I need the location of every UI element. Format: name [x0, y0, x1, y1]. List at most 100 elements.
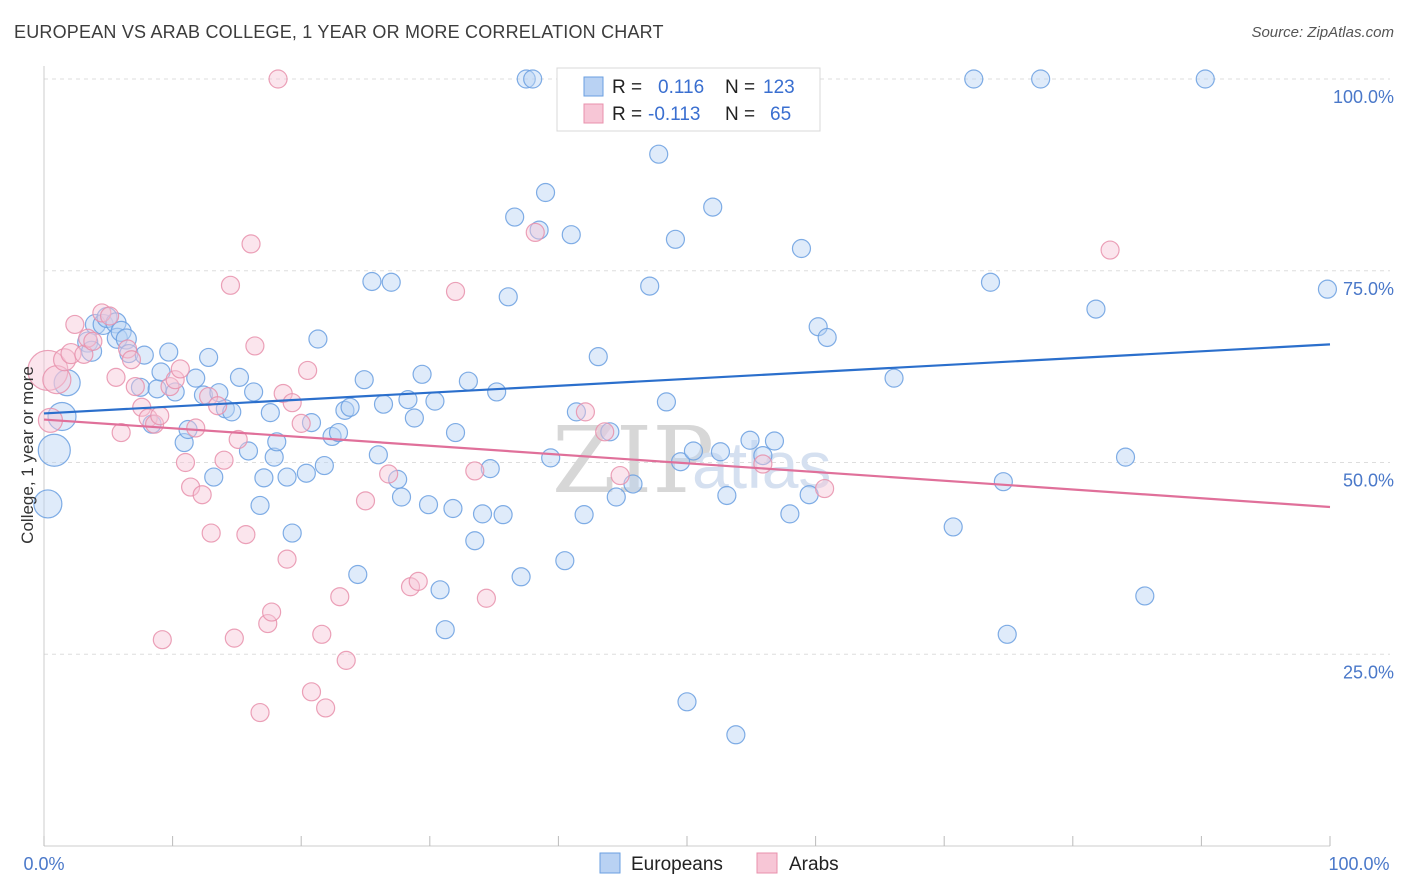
- europeans-point: [277, 467, 297, 487]
- arabs-point: [92, 303, 112, 323]
- arabs-point: [1100, 240, 1120, 260]
- europeans-point: [335, 400, 355, 420]
- arabs-point: [379, 464, 399, 484]
- arabs-point: [262, 602, 282, 622]
- arabs-point: [152, 630, 172, 650]
- europeans-point: [229, 367, 250, 387]
- arabs-point: [355, 491, 376, 511]
- europeans-point: [204, 467, 224, 487]
- europeans-point: [362, 271, 382, 292]
- europeans-point: [115, 328, 137, 350]
- arabs-point: [83, 331, 103, 351]
- europeans-point: [418, 495, 439, 515]
- europeans-point: [791, 238, 812, 259]
- europeans-point: [267, 432, 287, 452]
- europeans-point: [301, 413, 322, 433]
- gridlines: [44, 78, 1390, 655]
- europeans-point: [130, 377, 151, 397]
- europeans-point: [443, 498, 463, 519]
- arabs-points: [27, 69, 1120, 723]
- arabs-point: [753, 454, 773, 474]
- source-label: Source: ZipAtlas.com: [1251, 24, 1394, 41]
- europeans-point: [764, 431, 785, 451]
- trend-line-arabs: [43, 418, 1331, 509]
- arabs-point: [236, 524, 256, 545]
- europeans-point: [412, 364, 432, 384]
- europeans-point: [574, 505, 594, 525]
- europeans-point: [498, 287, 518, 307]
- arabs-point: [208, 396, 228, 416]
- europeans-point: [250, 495, 270, 516]
- europeans-point: [381, 272, 401, 292]
- arabs-point: [117, 339, 138, 359]
- stats-n-value-2: 65: [770, 104, 791, 125]
- x-axis-ticks: [43, 836, 1331, 846]
- europeans-point: [997, 624, 1017, 644]
- europeans-point: [296, 463, 316, 483]
- europeans-point: [505, 207, 525, 227]
- arabs-point: [815, 478, 835, 499]
- europeans-point: [516, 69, 536, 89]
- arabs-point: [282, 393, 302, 413]
- europeans-point: [980, 272, 1001, 292]
- europeans-point: [817, 327, 837, 348]
- europeans-point: [106, 327, 128, 349]
- arabs-point: [106, 367, 126, 387]
- stats-n-label-2: N =: [725, 104, 755, 125]
- europeans-point: [943, 517, 963, 537]
- europeans-point: [993, 472, 1013, 492]
- arabs-point: [52, 348, 77, 372]
- europeans-point: [523, 69, 543, 89]
- arabs-point: [150, 406, 170, 426]
- europeans-point: [588, 347, 608, 367]
- europeans-point: [964, 69, 984, 89]
- arabs-point: [610, 465, 630, 486]
- europeans-point: [244, 382, 264, 402]
- europeans-point: [435, 620, 455, 640]
- europeans-point: [340, 397, 360, 417]
- europeans-point: [656, 392, 677, 412]
- arabs-point: [525, 222, 545, 242]
- arabs-point: [408, 571, 428, 591]
- trend-lines: [43, 343, 1331, 509]
- legend-label-arabs: Arabs: [789, 854, 839, 875]
- arabs-point: [170, 359, 190, 379]
- europeans-point: [649, 144, 669, 164]
- watermark: ZIP atlas: [552, 407, 831, 514]
- europeans-point: [458, 371, 478, 391]
- y-tick-label: 100.0%: [1333, 87, 1394, 107]
- europeans-point: [640, 276, 660, 296]
- europeans-point: [555, 551, 575, 571]
- europeans-points: [33, 69, 1338, 745]
- arabs-point: [277, 549, 297, 569]
- x-tick-label-max: 100.0%: [1328, 854, 1389, 874]
- europeans-point: [308, 329, 328, 349]
- europeans-point: [159, 342, 179, 362]
- arabs-point: [445, 281, 466, 302]
- legend-swatch-arabs: [756, 852, 778, 874]
- arabs-point: [268, 69, 288, 89]
- arabs-point: [99, 306, 120, 326]
- europeans-point: [1115, 447, 1136, 467]
- arabs-point: [186, 418, 206, 438]
- y-axis-tick-labels: 25.0% 50.0% 75.0% 100.0%: [1333, 87, 1394, 682]
- arabs-point: [245, 336, 265, 356]
- stats-r-value-2: -0.113: [648, 104, 700, 125]
- europeans-point: [884, 368, 904, 388]
- arabs-point: [476, 588, 496, 608]
- arabs-point: [336, 650, 356, 670]
- arabs-point: [181, 477, 201, 497]
- stats-swatch-europeans: [583, 76, 604, 97]
- arabs-point: [291, 413, 311, 433]
- stats-r-label-1: R =: [612, 77, 642, 98]
- arabs-point: [465, 461, 485, 481]
- arabs-point: [250, 702, 270, 723]
- europeans-point: [677, 692, 697, 712]
- legend-label-europeans: Europeans: [631, 854, 723, 875]
- europeans-point: [465, 531, 485, 551]
- y-tick-label: 75.0%: [1343, 279, 1394, 299]
- stats-r-value-1: 0.116: [658, 77, 704, 98]
- chart-title: EUROPEAN VS ARAB COLLEGE, 1 YEAR OR MORE…: [14, 22, 664, 42]
- europeans-point: [404, 408, 424, 428]
- trend-line-europeans: [43, 343, 1331, 415]
